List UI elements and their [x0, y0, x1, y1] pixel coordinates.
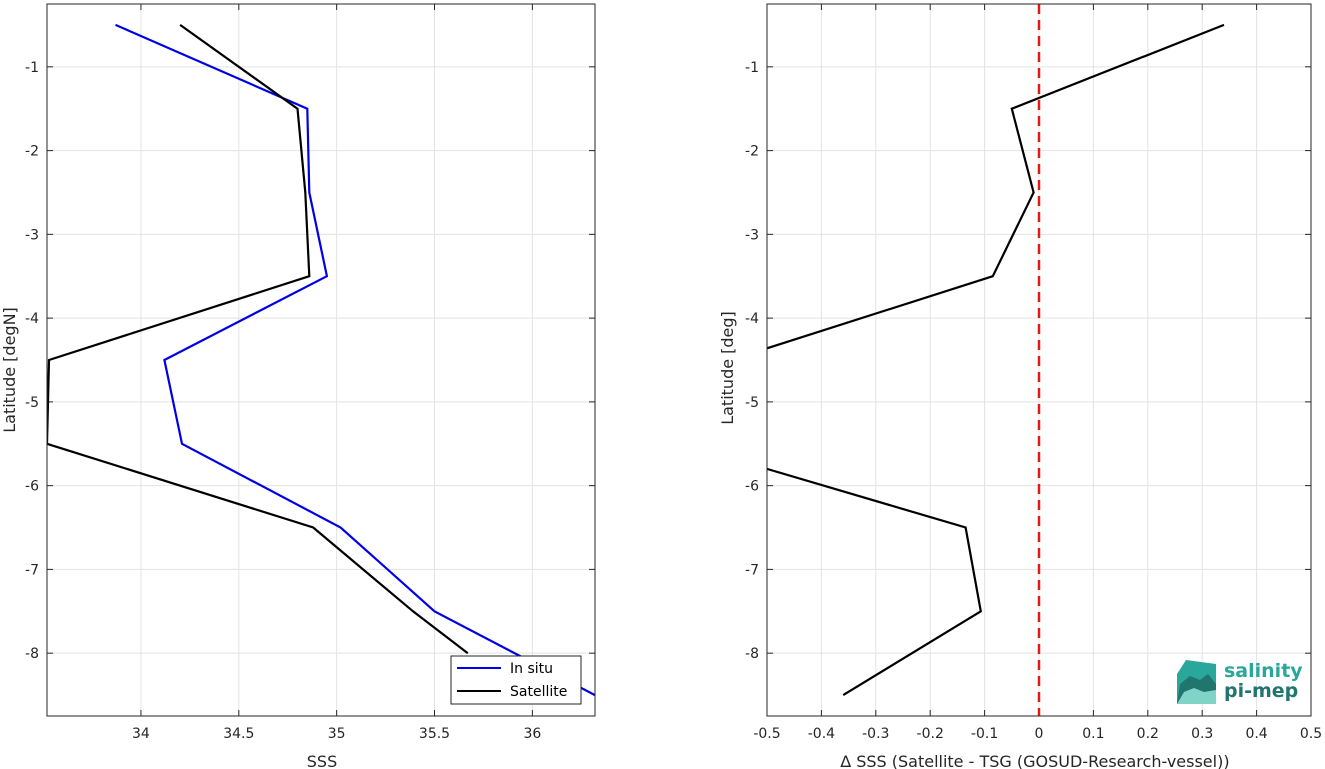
y-tick-label: -4	[25, 311, 39, 327]
y-tick-label: -4	[745, 311, 759, 327]
salinity-pi-mep-logo: salinity pi-mep	[1177, 660, 1303, 704]
y-tick-label: -3	[25, 227, 39, 243]
y-tick-label: -1	[25, 60, 39, 76]
y-tick-label: -8	[745, 646, 759, 662]
y-tick-label: -6	[745, 479, 759, 495]
legend-box	[450, 655, 582, 705]
axes-frame	[766, 3, 1312, 717]
series-line-in-situ	[115, 23, 595, 697]
series-line-series-0	[767, 23, 1225, 350]
x-tick-label: 0.5	[1300, 726, 1322, 742]
x-tick-label: 35	[328, 726, 346, 742]
y-tick-label: -1	[745, 60, 759, 76]
x-tick-label: -0.4	[808, 726, 835, 742]
x-tick-label: 0.1	[1082, 726, 1104, 742]
delta-sss-profile-chart: Zonally averaged time-mean ∆ SSS -0.5-0.…	[718, 1, 1322, 769]
legend: In situ Satellite	[450, 655, 582, 705]
y-tick-label: -7	[745, 562, 759, 578]
y-tick-label: -2	[745, 144, 759, 160]
x-tick-label: 36	[523, 726, 541, 742]
plot-area: 34 34.5 35 35.5 36 -1 -2 -3 -4 -5 -6 -7 -8	[25, 3, 596, 742]
x-tick-label: 34.5	[223, 726, 254, 742]
legend-label-in-situ: In situ	[510, 661, 553, 677]
y-tick-label: -6	[25, 479, 39, 495]
y-axis-label: Latitude [degN]	[0, 307, 19, 433]
x-tick-label: 0	[1035, 726, 1044, 742]
x-axis-label: ∆ SSS (Satellite - TSG (GOSUD-Research-v…	[839, 752, 1229, 769]
x-tick-label: 0.2	[1137, 726, 1159, 742]
x-tick-label: 35.5	[419, 726, 450, 742]
x-tick-label: -0.5	[753, 726, 780, 742]
plot-area: -0.5 -0.4 -0.3 -0.2 -0.1 0 0.1 0.2 0.3 0.4 0.5 -1 -2…	[745, 3, 1322, 742]
axes-frame	[46, 3, 596, 717]
series-line-series-0	[767, 467, 983, 697]
x-axis-label: SSS	[307, 752, 337, 769]
logo-line2: pi-mep	[1224, 680, 1298, 702]
x-tick-label: -0.2	[917, 726, 944, 742]
series-line-satellite	[47, 24, 469, 655]
x-tick-label: -0.1	[971, 726, 998, 742]
y-tick-label: -5	[25, 395, 39, 411]
legend-label-satellite: Satellite	[510, 684, 567, 700]
y-axis-label: Latitude [deg]	[718, 311, 737, 425]
sss-profile-chart: Zonally averaged time-mean SSS 3434.5353…	[0, 1, 596, 769]
y-tick-label: -8	[25, 646, 39, 662]
logo-wave-icon	[1177, 660, 1216, 704]
x-tick-label: 34	[132, 726, 150, 742]
plot-background	[47, 4, 595, 716]
y-tick-label: -5	[745, 395, 759, 411]
x-tick-label: -0.3	[862, 726, 889, 742]
y-tick-label: -7	[25, 562, 39, 578]
y-tick-label: -2	[25, 144, 39, 160]
y-tick-label: -3	[745, 227, 759, 243]
x-tick-label: 0.3	[1191, 726, 1213, 742]
x-tick-label: 0.4	[1245, 726, 1267, 742]
logo-line1: salinity	[1224, 660, 1303, 682]
